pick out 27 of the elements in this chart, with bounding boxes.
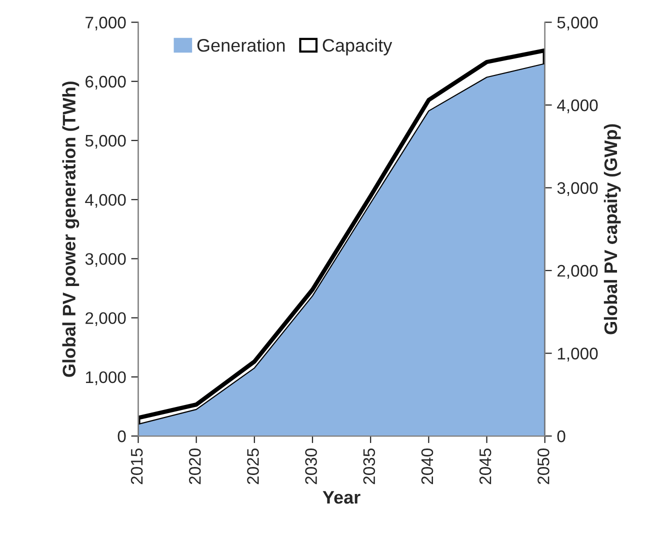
x-tick-label: 2045: [479, 448, 492, 484]
y2-tick-label: 4,000: [557, 99, 598, 114]
y-tick-label: 7,000: [86, 16, 126, 30]
y2-tick-label: 2,000: [557, 264, 598, 279]
y2-axis-title: Global PV capaity (GWp): [604, 124, 621, 334]
x-tick-label: 2040: [421, 448, 434, 484]
legend-label: Capacity: [322, 38, 392, 56]
legend-label: Generation: [197, 38, 285, 52]
y-tick-label: 5,000: [85, 134, 126, 149]
x-axis-title: Year: [322, 491, 360, 504]
x-tick-label: 2020: [188, 448, 201, 484]
y-axis-title: Global PV power generation (TWh): [62, 82, 80, 377]
y-tick-label: 6,000: [86, 76, 126, 90]
y2-tick-label: 0: [557, 430, 566, 442]
y-tick-label: 2,000: [86, 312, 126, 326]
y2-tick-label: 1,000: [558, 348, 598, 362]
x-tick-label: 2035: [363, 448, 376, 484]
x-tick-label: 2050: [538, 448, 550, 484]
y-tick-label: 3,000: [85, 253, 126, 267]
x-tick-label: 2030: [305, 448, 317, 484]
y-tick-label: 0: [118, 430, 126, 442]
x-tick-label: 2015: [130, 448, 143, 484]
x-tick-label: 2025: [247, 448, 259, 484]
y-tick-label: 4,000: [85, 194, 126, 208]
y2-tick-label: 5,000: [557, 16, 598, 30]
y-tick-label: 1,000: [86, 371, 126, 386]
y2-tick-label: 3,000: [557, 182, 598, 196]
